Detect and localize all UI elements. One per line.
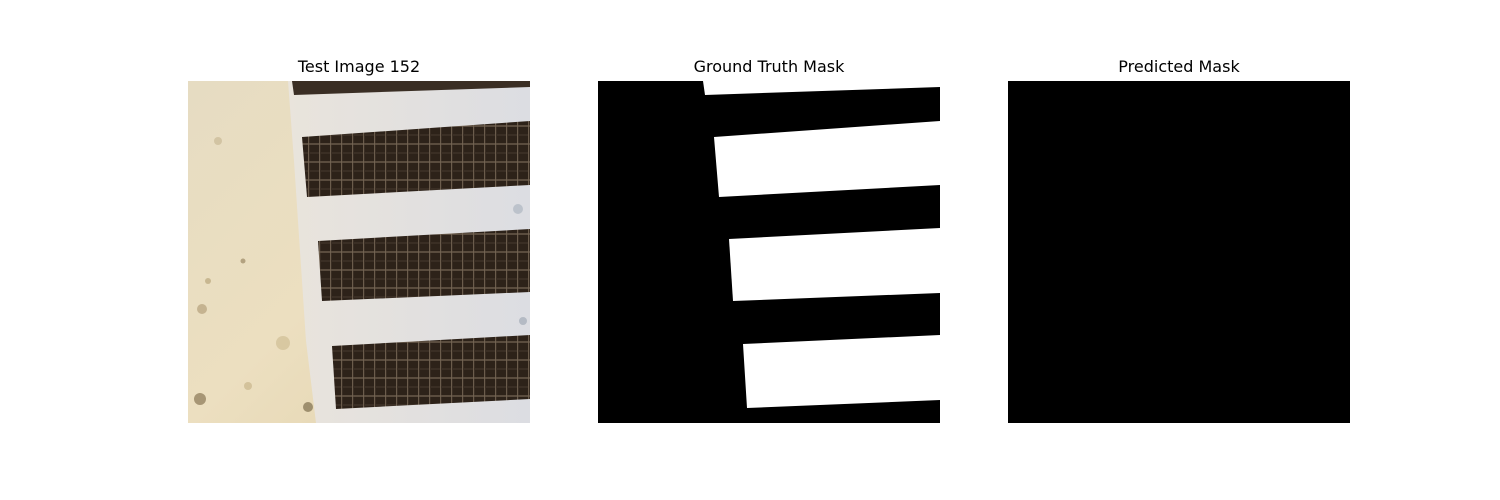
ground-truth-mask <box>598 81 940 423</box>
mask-region <box>743 335 940 408</box>
test-image-title: Test Image 152 <box>297 57 421 76</box>
predicted-mask-title: Predicted Mask <box>1118 57 1240 76</box>
ground-truth-title: Ground Truth Mask <box>693 57 845 76</box>
predicted-mask <box>1008 81 1350 423</box>
mask-region <box>714 121 940 197</box>
test-image <box>188 81 530 423</box>
mask-region <box>703 81 940 95</box>
mask-region <box>729 228 940 301</box>
